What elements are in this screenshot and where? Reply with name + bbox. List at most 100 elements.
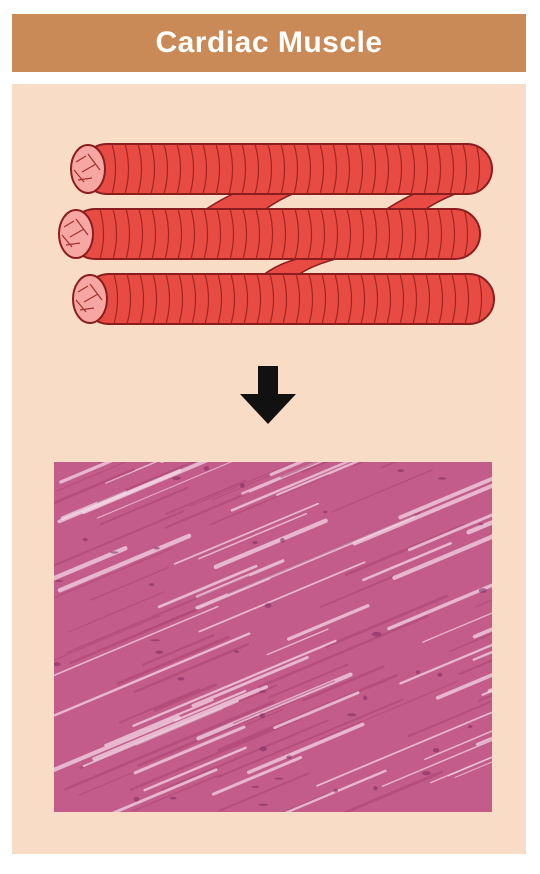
fiber-striation: [307, 209, 313, 259]
fiber-striation: [177, 209, 183, 259]
fiber-striation: [215, 144, 221, 194]
muscle-fiber-middle: [58, 208, 481, 260]
tissue-streak: [54, 468, 135, 505]
tissue-streak: [82, 700, 239, 768]
fiber-striation: [359, 209, 365, 259]
tissue-streak: [458, 659, 492, 676]
fiber-striation: [333, 209, 339, 259]
tissue-streak: [284, 769, 387, 812]
tissue-streak: [211, 755, 303, 796]
tissue-nucleus: [397, 469, 405, 473]
cardiac-tissue-micrograph: [54, 462, 492, 812]
fiber-striation: [281, 209, 287, 259]
fiber-striation: [321, 274, 327, 324]
fiber-striation: [462, 144, 468, 194]
tissue-streak: [257, 615, 429, 689]
tissue-streak: [399, 643, 492, 685]
tissue-streak: [56, 462, 127, 492]
fiber-striation: [280, 144, 286, 194]
tissue-streak: [424, 730, 492, 760]
tissue-streak: [104, 462, 158, 484]
tissue-nucleus: [258, 803, 269, 806]
page-title: Cardiac Muscle: [155, 26, 383, 59]
tissue-nucleus: [422, 770, 431, 776]
fiber-striation: [399, 274, 405, 324]
tissue-nucleus: [259, 746, 268, 752]
tissue-streak: [269, 462, 306, 477]
fiber-striation: [163, 144, 169, 194]
tissue-streak: [191, 655, 309, 708]
fiber-striation: [346, 209, 352, 259]
tissue-nucleus: [333, 788, 339, 793]
tissue-streak: [54, 615, 161, 661]
tissue-streak: [270, 462, 325, 485]
tissue-nucleus: [251, 785, 260, 788]
fiber-striation: [450, 209, 456, 259]
tissue-streak: [398, 476, 492, 520]
tissue-streak: [227, 512, 421, 595]
tissue-streak: [230, 462, 351, 512]
tissue-streak: [435, 673, 492, 700]
tissue-streak: [268, 663, 349, 699]
tissue-nucleus: [467, 725, 473, 729]
tissue-nucleus: [169, 796, 177, 800]
fiber-striation: [385, 209, 391, 259]
tissue-nucleus: [437, 672, 443, 677]
tissue-streak: [362, 542, 452, 582]
tissue-streak: [133, 725, 246, 775]
fiber-striation: [256, 274, 262, 324]
fiber-striation: [139, 274, 145, 324]
fiber-striation: [125, 209, 131, 259]
tissue-nucleus: [177, 677, 185, 681]
fiber-striation: [176, 144, 182, 194]
tissue-streak: [99, 486, 189, 526]
fiber-striation: [268, 209, 274, 259]
tissue-streak: [213, 518, 328, 570]
fiber-striation: [254, 144, 260, 194]
tissue-streak: [54, 510, 185, 567]
title-banner: Cardiac Muscle: [12, 14, 526, 72]
fiber-striation: [282, 274, 288, 324]
fiber-striation: [294, 209, 300, 259]
fiber-striation: [204, 274, 210, 324]
tissue-nucleus: [55, 580, 64, 583]
fiber-striation: [372, 209, 378, 259]
arrow-down-icon: [240, 366, 296, 424]
fiber-striation: [164, 209, 170, 259]
tissue-streak: [344, 523, 466, 576]
tissue-streak: [111, 768, 218, 812]
fiber-striation: [228, 144, 234, 194]
tissue-nucleus: [259, 713, 266, 719]
tissue-streak: [66, 575, 250, 654]
tissue-nucleus: [273, 777, 284, 780]
tissue-streak: [198, 512, 308, 560]
fiber-striation: [124, 144, 130, 194]
muscle-fiber-bottom: [72, 273, 495, 325]
tissue-streak: [92, 684, 268, 761]
tissue-streak: [198, 561, 366, 633]
fiber-striation: [308, 274, 314, 324]
fiber-striation: [113, 274, 119, 324]
tissue-streak: [241, 462, 323, 496]
tissue-nucleus: [240, 483, 245, 488]
tissue-streak: [157, 564, 258, 609]
fiber-striation: [332, 144, 338, 194]
tissue-streak: [318, 680, 459, 741]
fiber-striation: [203, 209, 209, 259]
tissue-streak: [173, 502, 320, 565]
tissue-streak: [216, 698, 404, 779]
tissue-streak: [173, 689, 247, 722]
fiber-striation: [384, 144, 390, 194]
fiber-striation: [398, 209, 404, 259]
fiber-striation: [202, 144, 208, 194]
tissue-streak: [466, 519, 492, 535]
tissue-nucleus: [172, 476, 181, 481]
fiber-striation: [112, 209, 118, 259]
fiber-striation: [334, 274, 340, 324]
tissue-nucleus: [478, 523, 484, 526]
fiber-striation: [386, 274, 392, 324]
fiber-striation: [255, 209, 261, 259]
fiber-striation: [243, 274, 249, 324]
fiber-striation: [216, 209, 222, 259]
tissue-streak: [153, 683, 217, 712]
